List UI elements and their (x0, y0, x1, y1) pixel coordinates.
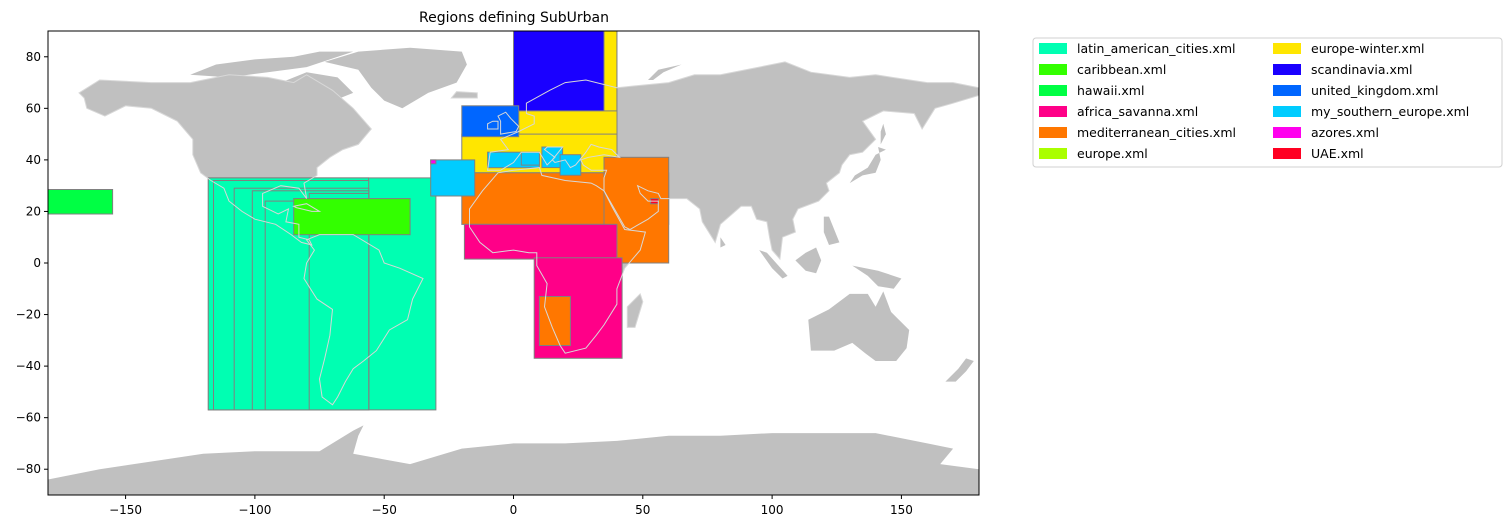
region-my-southern-europe-23 (559, 154, 582, 176)
x-tick-label: −150 (109, 503, 142, 517)
legend-swatch-scandinavia (1273, 64, 1301, 75)
x-tick-label: 50 (635, 503, 650, 517)
iceland-coastline (450, 91, 478, 99)
north-america-landmass (79, 74, 372, 245)
legend-swatch-europe-winter (1273, 43, 1301, 54)
legend-swatch-hawaii (1039, 85, 1067, 96)
legend-label: azores.xml (1311, 125, 1379, 140)
y-tick-label: 0 (33, 256, 41, 270)
y-tick-label: 60 (26, 101, 41, 115)
legend-label: scandinavia.xml (1311, 62, 1413, 77)
sri-lanka-landmass (720, 237, 726, 248)
great-britain-coastline (497, 111, 520, 135)
new-guinea-landmass (852, 265, 902, 289)
region-my-southern-europe-21 (520, 151, 540, 166)
y-tick-label: 20 (26, 204, 41, 218)
region-mediterranean-cities-18 (538, 296, 571, 346)
legend-swatch-my-southern-europe (1273, 106, 1301, 117)
y-tick-label: 80 (26, 50, 41, 64)
legend-swatch-mediterranean-cities (1039, 127, 1067, 138)
region-rectangles (48, 31, 979, 411)
region-azores-24 (430, 159, 437, 165)
x-tick-label: −100 (238, 503, 271, 517)
cuba-coastline (292, 203, 322, 212)
x-tick-label: 100 (761, 503, 784, 517)
eurasia-coastline (487, 61, 979, 261)
borneo-landmass (795, 247, 822, 274)
philippines-landmass (823, 216, 840, 245)
y-tick-label: −80 (16, 462, 41, 476)
x-axis: −150 −100 −50 0 50 100 150 (109, 495, 913, 517)
africa-coastline (469, 167, 647, 354)
legend-swatch-africa-savanna (1039, 106, 1067, 117)
legend-swatch-caribbean (1039, 64, 1067, 75)
legend-label: my_southern_europe.xml (1311, 104, 1469, 119)
region-hawaii-7 (48, 189, 114, 215)
canadian-arctic-landmass (190, 51, 354, 78)
x-tick-label: 0 (510, 503, 518, 517)
y-axis: −80 −60 −40 −20 0 20 40 60 80 (16, 50, 48, 476)
region-scandinavia-9 (513, 31, 618, 125)
legend-label: europe-winter.xml (1311, 41, 1424, 56)
chart-title: Regions defining SubUrban (419, 10, 609, 26)
iceland-landmass (451, 91, 478, 98)
region-my-southern-europe-19 (430, 159, 476, 197)
sakhalin-landmass (880, 123, 886, 145)
legend-label: hawaii.xml (1077, 83, 1144, 98)
legend-label: UAE.xml (1311, 146, 1364, 161)
legend-swatch-united-kingdom (1273, 85, 1301, 96)
y-tick-label: −20 (16, 308, 41, 322)
region-africa-savanna-16 (463, 223, 618, 260)
madagascar-landmass (627, 293, 643, 328)
legend-label: caribbean.xml (1077, 62, 1166, 77)
legend-label: latin_american_cities.xml (1077, 41, 1235, 56)
region-caribbean-8 (293, 198, 411, 236)
legend-swatch-azores (1273, 127, 1301, 138)
legend-swatch-latin-american-cities (1039, 43, 1067, 54)
legend-label: mediterranean_cities.xml (1077, 125, 1236, 140)
novaya-zemlya-landmass (648, 64, 682, 80)
legend: latin_american_cities.xml caribbean.xml ha… (1032, 37, 1503, 168)
y-tick-label: −60 (16, 411, 41, 425)
greenland-landmass (324, 47, 467, 109)
sumatra-landmass (759, 250, 788, 279)
ireland-coastline (487, 120, 499, 130)
y-tick-label: 40 (26, 153, 41, 167)
north-america-coastline (78, 74, 372, 246)
legend-swatch-uae (1273, 148, 1301, 159)
region-united-kingdom-13 (461, 105, 520, 138)
new-zealand-landmass (945, 358, 974, 382)
legend-label: united_kingdom.xml (1311, 83, 1438, 98)
x-tick-label: 150 (890, 503, 913, 517)
japan-landmass (849, 147, 886, 184)
madagascar-coastline (626, 292, 644, 328)
legend-label: europe.xml (1077, 146, 1148, 161)
south-america-coastline (303, 234, 424, 406)
antarctica-landmass (48, 425, 979, 495)
x-tick-label: −50 (372, 503, 397, 517)
y-tick-label: −40 (16, 359, 41, 373)
legend-box (1032, 37, 1503, 168)
australia-landmass (808, 291, 910, 361)
legend-label: africa_savanna.xml (1077, 104, 1198, 119)
legend-swatch-europe (1039, 148, 1067, 159)
